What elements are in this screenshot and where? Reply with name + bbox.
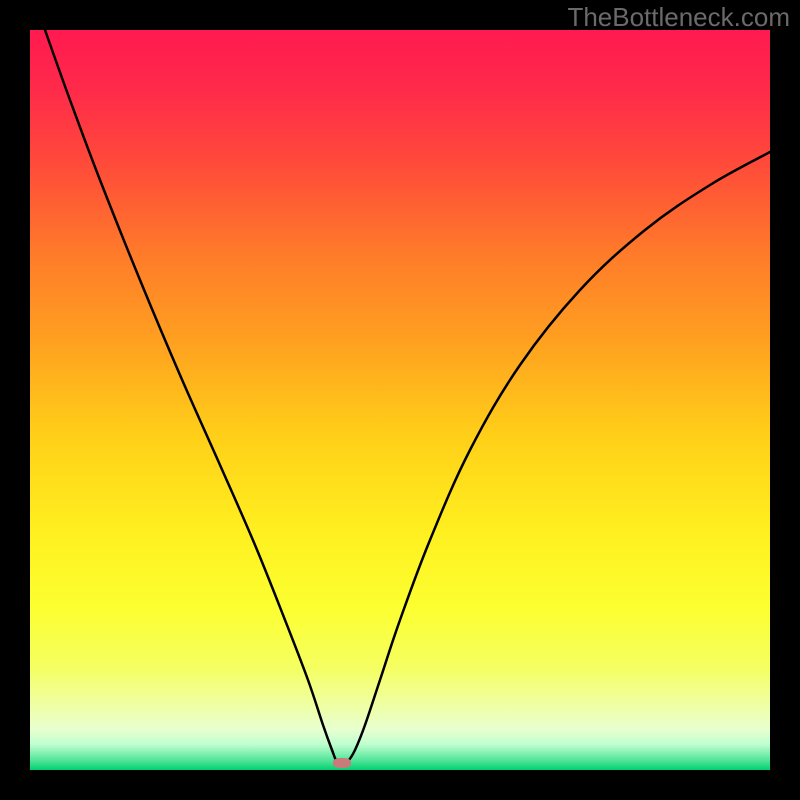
- plot-area: [30, 30, 770, 770]
- optimal-point-marker: [333, 758, 351, 768]
- bottleneck-curve: [30, 30, 770, 770]
- outer-frame: TheBottleneck.com: [0, 0, 800, 800]
- watermark-text: TheBottleneck.com: [567, 2, 790, 33]
